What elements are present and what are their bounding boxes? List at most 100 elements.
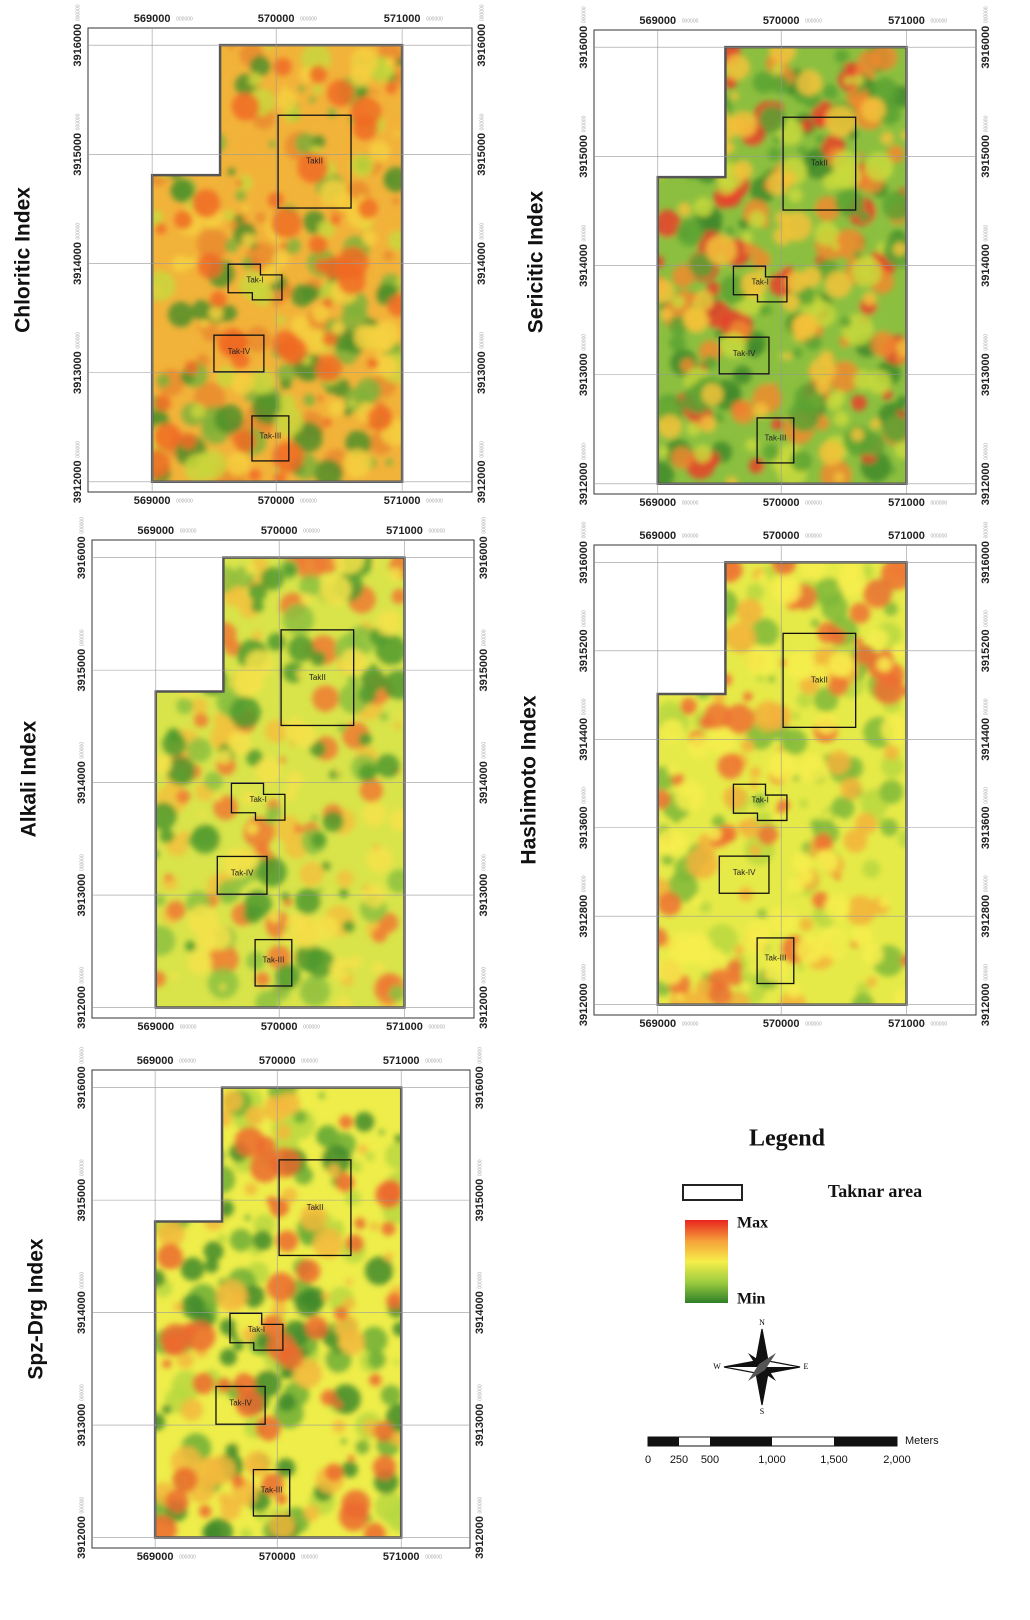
heat-blob — [242, 1326, 257, 1342]
heat-blob — [659, 740, 674, 754]
heat-blob — [393, 721, 402, 730]
y-tick-label: 3916000 — [76, 536, 88, 579]
heat-blob — [202, 324, 220, 342]
y-tick-label: 3914000 — [76, 1291, 88, 1334]
tick-suffix: 000000 — [179, 1554, 196, 1560]
area-outline — [215, 1385, 266, 1425]
y-tick-label: 3914000 — [478, 761, 490, 804]
tick-suffix: 000000 — [481, 967, 487, 984]
area-outline — [277, 114, 352, 209]
area-outline — [732, 265, 788, 303]
heat-blob — [186, 737, 212, 763]
heat-blob — [746, 645, 777, 676]
heat-blob — [296, 669, 306, 679]
heat-blob — [843, 76, 854, 86]
heat-blob — [275, 963, 301, 990]
heat-blob — [880, 131, 894, 145]
heat-blob — [886, 145, 905, 164]
heat-blob — [748, 458, 765, 474]
heat-blob — [293, 723, 318, 748]
heat-blob — [893, 242, 907, 256]
heat-blob — [292, 1358, 323, 1389]
heat-blob — [309, 740, 327, 758]
heat-blob — [772, 63, 784, 75]
heat-blob — [275, 1493, 287, 1505]
area-label: Tak-I — [249, 795, 266, 804]
tick-suffix: 000000 — [581, 225, 587, 242]
heat-blob — [353, 324, 380, 350]
heat-blob — [155, 970, 166, 988]
area-label: Tak-I — [751, 277, 768, 286]
y-tick-label: 3915000 — [474, 1179, 486, 1222]
y-tick-label: 3916000 — [476, 24, 488, 67]
heat-blob — [880, 715, 907, 744]
heat-blob — [153, 423, 182, 451]
heat-blob — [333, 1400, 343, 1410]
heat-blob — [770, 75, 790, 94]
tick-suffix: 000000 — [481, 854, 487, 871]
x-tick-label: 569000 — [137, 1551, 174, 1563]
heat-blob — [383, 250, 394, 262]
y-tick-label: 3916000 — [478, 536, 490, 579]
heat-blob — [371, 360, 378, 367]
max-label: Max — [737, 1215, 768, 1232]
heat-blob — [860, 267, 871, 278]
heat-blob — [814, 221, 839, 247]
x-tick-label: 571000 — [888, 15, 925, 27]
heat-blob — [154, 394, 171, 412]
heat-blob — [184, 940, 196, 952]
heat-blob — [322, 811, 344, 833]
heat-blob — [235, 1389, 264, 1418]
heat-blob — [753, 402, 769, 419]
heat-blob — [319, 574, 352, 606]
tick-suffix: 000000 — [805, 18, 822, 24]
heat-blob — [314, 258, 329, 273]
heat-blob — [706, 281, 721, 296]
heat-blob — [381, 1221, 396, 1236]
heat-blobs — [152, 45, 403, 482]
heat-blob — [670, 446, 693, 469]
heat-blob — [199, 810, 207, 817]
heat-blob — [269, 1147, 301, 1178]
heat-blob — [784, 352, 793, 361]
tick-suffix: 000000 — [75, 4, 81, 21]
heat-blob — [724, 142, 736, 154]
heat-blob — [814, 849, 839, 873]
heat-blob — [299, 1204, 327, 1232]
heat-blob — [279, 756, 287, 764]
heat-blob — [757, 824, 779, 846]
heat-blob — [315, 354, 343, 383]
tick-suffix: 000000 — [479, 441, 485, 458]
heat-blob — [672, 815, 680, 824]
heat-blob — [246, 822, 259, 835]
y-tick-label: 3915000 — [76, 1179, 88, 1222]
heat-blob — [749, 844, 762, 857]
heat-blob — [734, 944, 745, 955]
heat-blob — [276, 1091, 301, 1116]
heat-blob — [858, 152, 865, 159]
heat-blob — [725, 476, 738, 484]
heat-blob — [217, 1233, 227, 1244]
heat-blob — [385, 1292, 402, 1310]
heat-blob — [192, 1372, 215, 1395]
tick-suffix: 000000 — [301, 1554, 318, 1560]
heat-blob — [882, 415, 907, 443]
tick-suffix: 000000 — [79, 742, 85, 759]
heat-blob — [198, 1504, 212, 1518]
heat-blob — [249, 55, 271, 77]
heat-blob — [740, 981, 752, 993]
heat-blob — [894, 440, 907, 460]
heat-blob — [769, 906, 798, 935]
heat-blob — [155, 1413, 166, 1431]
heat-blob — [251, 599, 264, 613]
y-tick-label: 3912000 — [76, 1516, 88, 1559]
heat-blob — [251, 257, 259, 265]
heat-blob — [799, 917, 813, 932]
heat-blob — [314, 459, 343, 482]
heat-blob — [312, 684, 340, 712]
heat-blob — [797, 146, 808, 156]
heat-blob — [670, 833, 689, 852]
heat-blob — [845, 895, 877, 926]
heat-blob — [705, 234, 737, 266]
heat-blob — [378, 1129, 385, 1136]
